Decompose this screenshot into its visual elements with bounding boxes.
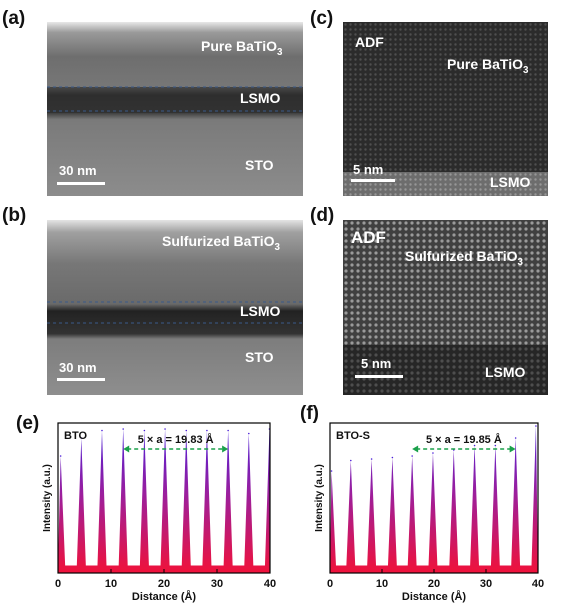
arrow-head-left bbox=[123, 445, 130, 453]
arrow-head-right bbox=[222, 445, 229, 453]
scalebar-a bbox=[57, 182, 105, 185]
intensity-peak bbox=[370, 458, 373, 460]
tem-image-pure-bto: Pure BaTiO3 LSMO STO 30 nm bbox=[47, 22, 303, 196]
intensity-profile-area bbox=[58, 429, 270, 573]
intensity-peak bbox=[143, 429, 146, 432]
layer-label-a: LSMO bbox=[240, 90, 281, 106]
adf-image-sulfurized-bto: ADF Sulfurized BaTiO3 5 nm LSMO bbox=[343, 220, 548, 395]
x-axis-label: Distance (Å) bbox=[132, 590, 197, 603]
intensity-peak bbox=[514, 437, 517, 439]
substrate-label-b: STO bbox=[245, 349, 274, 365]
layer-label-d: LSMO bbox=[485, 364, 526, 380]
x-tick-label: 40 bbox=[532, 578, 544, 590]
line-profile-svg-f: 0 10 20 30 40 Distance (Å) Intensity (a.u.) BTO… bbox=[314, 422, 544, 603]
intensity-peak bbox=[350, 459, 352, 462]
layer-label-c: LSMO bbox=[490, 174, 531, 190]
scale-text-c: 5 nm bbox=[353, 162, 384, 177]
arrow-head-left bbox=[412, 445, 419, 453]
intensity-peak bbox=[535, 425, 537, 427]
x-tick-label: 10 bbox=[105, 578, 117, 590]
mode-label-d: ADF bbox=[351, 228, 386, 247]
intensity-peak bbox=[432, 452, 434, 454]
x-tick-label: 30 bbox=[211, 578, 223, 590]
scalebar-c bbox=[351, 179, 395, 182]
intensity-peak bbox=[206, 429, 208, 432]
line-profile-chart-e: 0 10 20 30 40 Distance (Å) Intensity (a.u.) BTO… bbox=[0, 410, 290, 610]
panel-label-e: (e) bbox=[16, 413, 40, 434]
scale-text-d: 5 nm bbox=[361, 356, 392, 371]
layer-label-b: LSMO bbox=[240, 303, 281, 319]
intensity-peak bbox=[330, 470, 333, 472]
y-axis-label: Intensity (a.u.) bbox=[42, 464, 53, 532]
panel-label-d: (d) bbox=[310, 205, 335, 226]
x-tick-label: 40 bbox=[264, 578, 276, 590]
x-tick-label: 0 bbox=[327, 578, 333, 590]
substrate-label-a: STO bbox=[245, 157, 274, 173]
intensity-profile-area bbox=[330, 426, 538, 573]
intensity-peak bbox=[122, 428, 124, 430]
x-tick-label: 20 bbox=[428, 578, 440, 590]
film-label-b: Sulfurized BaTiO3 bbox=[162, 233, 280, 253]
panel-label-b: (b) bbox=[2, 205, 27, 226]
panel-label-c: (c) bbox=[310, 8, 334, 29]
intensity-peak bbox=[473, 444, 476, 447]
intensity-peak bbox=[494, 444, 497, 447]
x-tick-label: 20 bbox=[158, 578, 170, 590]
inset-sample-label: BTO-S bbox=[336, 430, 370, 442]
intensity-peak bbox=[411, 455, 413, 457]
line-profile-chart-f: 0 10 20 30 40 Distance (Å) Intensity (a.u.) BTO… bbox=[290, 410, 586, 610]
intensity-peak bbox=[80, 437, 83, 439]
adf-image-pure-bto-graphic bbox=[343, 22, 548, 196]
adf-image-pure-bto: ADF Pure BaTiO3 5 nm LSMO bbox=[343, 22, 548, 196]
tem-image-pure-bto-graphic bbox=[47, 22, 303, 196]
inset-sample-label: BTO bbox=[64, 430, 87, 442]
x-tick-label: 0 bbox=[55, 578, 61, 590]
intensity-peak bbox=[164, 428, 166, 430]
panel-label-a: (a) bbox=[2, 8, 26, 29]
scale-text-a: 30 nm bbox=[59, 163, 97, 178]
film-label-d: Sulfurized BaTiO3 bbox=[405, 248, 523, 268]
y-axis-label: Intensity (a.u.) bbox=[314, 464, 325, 532]
line-profile-svg-e: 0 10 20 30 40 Distance (Å) Intensity (a.u.) BTO… bbox=[42, 422, 276, 603]
tem-image-sulfurized-bto: Sulfurized BaTiO3 LSMO STO 30 nm bbox=[47, 220, 303, 395]
adf-image-sulfurized-bto-graphic bbox=[343, 220, 548, 395]
intensity-peak bbox=[59, 455, 62, 457]
scalebar-b bbox=[57, 378, 105, 381]
period-annotation: 5 × a = 19.83 Å bbox=[138, 433, 214, 446]
x-axis-label: Distance (Å) bbox=[402, 590, 467, 603]
intensity-peak bbox=[391, 456, 394, 459]
tem-image-sulfurized-bto-graphic bbox=[47, 220, 303, 395]
scalebar-d bbox=[355, 375, 403, 378]
intensity-peak bbox=[185, 429, 188, 432]
arrow-head-right bbox=[509, 445, 516, 453]
scale-text-b: 30 nm bbox=[59, 360, 97, 375]
x-tick-label: 10 bbox=[376, 578, 388, 590]
film-label-c: Pure BaTiO3 bbox=[447, 56, 529, 76]
x-tick-label: 30 bbox=[480, 578, 492, 590]
intensity-peak bbox=[101, 429, 103, 432]
period-annotation: 5 × a = 19.85 Å bbox=[426, 433, 502, 446]
panel-label-f: (f) bbox=[300, 403, 319, 424]
film-label-a: Pure BaTiO3 bbox=[201, 38, 283, 58]
intensity-peak bbox=[248, 432, 250, 435]
intensity-peak bbox=[227, 429, 229, 432]
mode-label-c: ADF bbox=[355, 34, 384, 50]
